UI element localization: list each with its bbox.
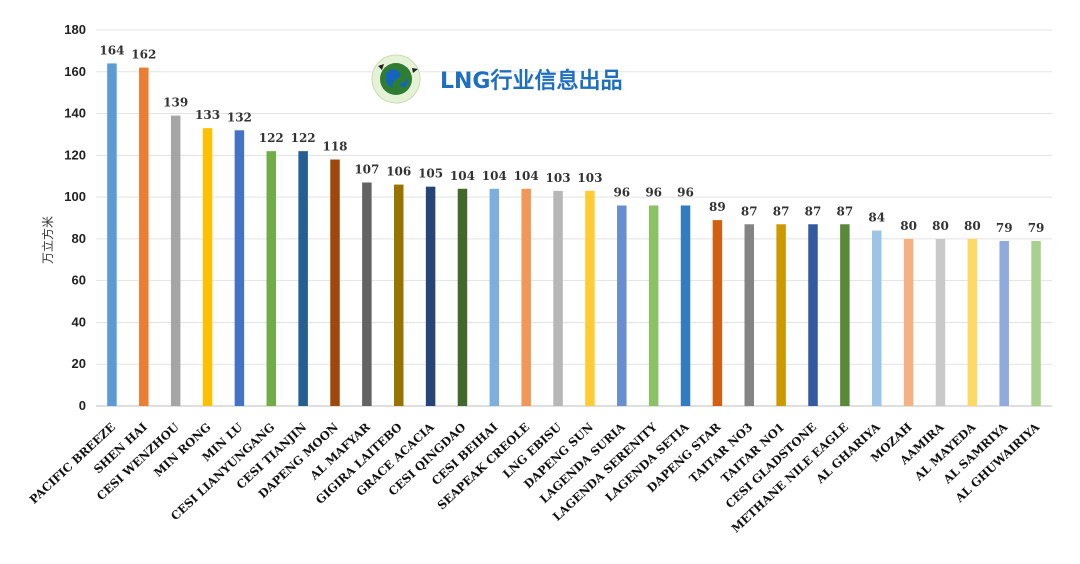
- data-label: 87: [837, 204, 854, 218]
- y-tick-label: 120: [64, 147, 86, 162]
- data-label: 89: [709, 200, 726, 214]
- y-tick-label: 20: [72, 356, 86, 371]
- bar: [457, 188, 468, 406]
- bar: [170, 115, 181, 407]
- data-labels: 164 162 139 133 132 122 122 118 107 106 105 104 104 1…: [99, 43, 1044, 235]
- bar: [648, 205, 659, 406]
- gridlines: [96, 29, 1052, 407]
- data-label: 106: [386, 165, 411, 179]
- bar: [585, 190, 595, 406]
- bar: [903, 238, 914, 406]
- brand-title: LNG行业信息出品: [440, 68, 623, 94]
- data-label: 87: [773, 204, 790, 218]
- bar: [107, 63, 117, 407]
- bar: [999, 240, 1009, 406]
- bar: [234, 130, 245, 406]
- globe-icon: [371, 54, 421, 104]
- data-label: 79: [1028, 221, 1045, 235]
- bar: [680, 205, 691, 406]
- data-label: 103: [577, 171, 602, 185]
- data-label: 118: [322, 140, 347, 154]
- data-label: 96: [613, 185, 630, 199]
- y-axis-ticks: 0 20 40 60 80 100 120 140 160 180: [64, 22, 86, 413]
- data-label: 139: [163, 96, 188, 110]
- bar: [840, 224, 850, 406]
- y-axis-label: 万立方米: [40, 216, 55, 264]
- data-label: 162: [131, 48, 156, 62]
- data-label: 96: [645, 185, 662, 199]
- bar: [935, 238, 946, 406]
- data-label: 133: [195, 108, 220, 122]
- y-tick-label: 0: [79, 398, 86, 413]
- bar: [139, 67, 149, 406]
- bar: [393, 184, 404, 406]
- data-label: 80: [932, 219, 949, 233]
- y-tick-label: 180: [64, 22, 86, 37]
- data-label: 87: [805, 204, 822, 218]
- bar: [712, 220, 723, 406]
- bar: [744, 224, 755, 406]
- data-label: 87: [741, 204, 758, 218]
- bar: [617, 205, 627, 406]
- bar: [330, 159, 340, 406]
- data-label: 104: [450, 169, 475, 183]
- y-tick-label: 160: [64, 64, 86, 79]
- bar: [425, 186, 436, 406]
- y-tick-label: 40: [72, 314, 86, 329]
- bar: [298, 151, 308, 406]
- bar: [871, 230, 882, 406]
- bar: [521, 188, 531, 406]
- data-label: 105: [418, 167, 443, 181]
- data-label: 80: [900, 219, 917, 233]
- brand-watermark: LNG行业信息出品: [371, 54, 623, 104]
- bars: [107, 63, 1041, 407]
- data-label: 132: [227, 110, 252, 124]
- data-label: 84: [868, 211, 885, 225]
- bar: [202, 128, 213, 406]
- y-tick-label: 80: [72, 231, 86, 246]
- data-label: 122: [259, 131, 284, 145]
- data-label: 103: [546, 171, 571, 185]
- bar: [553, 190, 563, 406]
- data-label: 79: [996, 221, 1013, 235]
- bar: [266, 151, 277, 406]
- data-label: 122: [291, 131, 316, 145]
- data-label: 164: [99, 43, 124, 57]
- data-label: 107: [354, 162, 379, 176]
- y-tick-label: 60: [72, 273, 86, 288]
- data-label: 96: [677, 185, 694, 199]
- bar: [967, 238, 978, 406]
- data-label: 80: [964, 219, 981, 233]
- y-tick-label: 100: [64, 189, 86, 204]
- bar: [1031, 240, 1041, 406]
- bar: [489, 188, 500, 406]
- bar: [776, 224, 786, 406]
- data-label: 104: [514, 169, 539, 183]
- bar: [808, 224, 818, 406]
- y-tick-label: 140: [64, 106, 86, 121]
- data-label: 104: [482, 169, 507, 183]
- bar: [362, 182, 372, 406]
